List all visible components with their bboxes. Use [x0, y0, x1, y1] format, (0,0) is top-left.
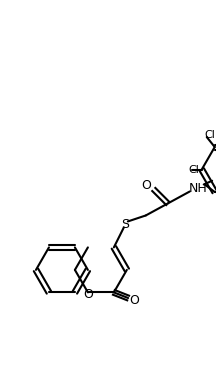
Text: Cl: Cl [204, 130, 215, 140]
Text: O: O [83, 288, 93, 301]
Text: NH: NH [188, 182, 207, 195]
Text: Cl: Cl [188, 164, 199, 175]
Text: O: O [129, 293, 139, 307]
Text: O: O [141, 179, 151, 192]
Text: S: S [121, 218, 129, 231]
